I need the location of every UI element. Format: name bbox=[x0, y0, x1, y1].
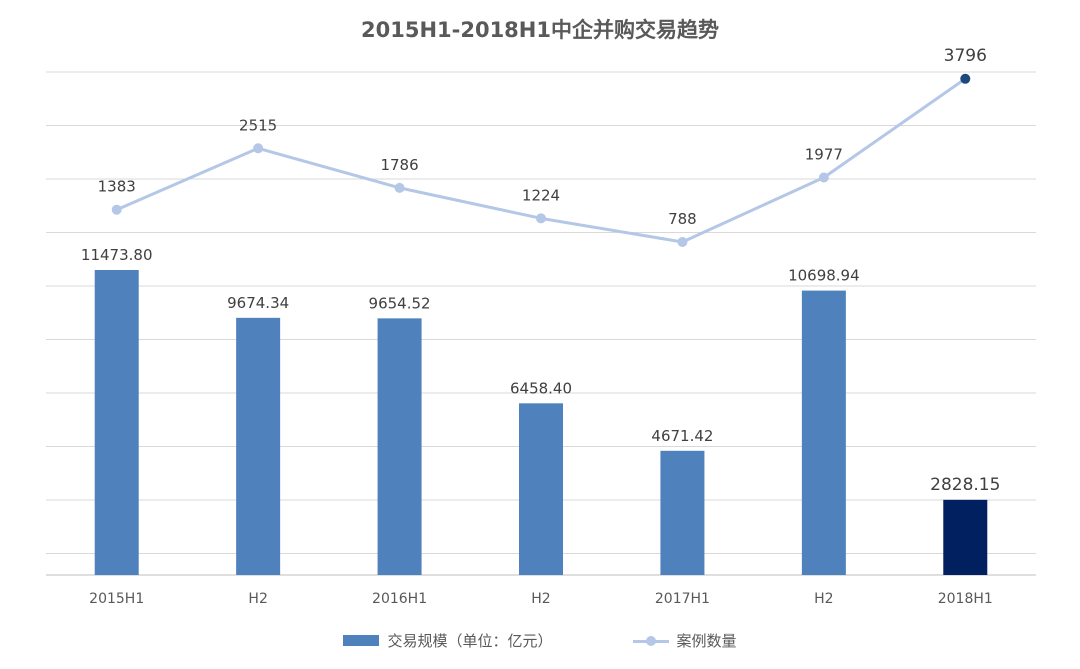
x-tick-label: 2017H1 bbox=[655, 591, 710, 607]
bar-value-label: 4671.42 bbox=[651, 427, 713, 445]
legend-bar-label: 交易规模（单位：亿元） bbox=[387, 632, 553, 650]
x-tick-label: H2 bbox=[248, 591, 267, 607]
bar bbox=[660, 450, 705, 575]
x-tick-label: 2018H1 bbox=[938, 591, 993, 607]
legend-line-label: 案例数量 bbox=[676, 632, 737, 650]
line-point bbox=[394, 182, 405, 193]
bar bbox=[519, 403, 563, 575]
chart-title: 2015H1-2018H1中企并购交易趋势 bbox=[361, 18, 719, 42]
line-point bbox=[818, 172, 829, 183]
line-value-label: 3796 bbox=[944, 46, 987, 66]
line-value-label: 1224 bbox=[522, 186, 560, 204]
line-value-label: 1383 bbox=[98, 178, 136, 196]
x-tick-label: 2016H1 bbox=[372, 591, 427, 607]
legend: 交易规模（单位：亿元） 案例数量 bbox=[0, 630, 1080, 651]
line-value-label: 1977 bbox=[805, 145, 843, 163]
x-tick-label: H2 bbox=[531, 591, 550, 607]
legend-item-line: 案例数量 bbox=[632, 630, 737, 651]
legend-line-swatch bbox=[632, 635, 669, 647]
x-tick-label: 2015H1 bbox=[89, 591, 144, 607]
bar-value-label: 9654.52 bbox=[369, 294, 431, 312]
line-point bbox=[111, 204, 122, 215]
line-point bbox=[253, 143, 264, 154]
bar bbox=[94, 270, 139, 575]
line-point bbox=[677, 237, 688, 247]
bar-value-label: 2828.15 bbox=[930, 475, 1000, 495]
bar bbox=[377, 318, 422, 575]
bar-value-label: 11473.80 bbox=[81, 246, 153, 264]
x-tick-label: H2 bbox=[814, 591, 833, 607]
line-value-label: 2515 bbox=[239, 116, 277, 134]
line-value-label: 788 bbox=[668, 210, 697, 228]
bar bbox=[943, 499, 988, 575]
bar bbox=[236, 317, 281, 575]
legend-bar-swatch bbox=[343, 635, 380, 646]
bar-value-label: 6458.40 bbox=[510, 379, 572, 397]
bar-value-label: 10698.94 bbox=[788, 267, 860, 285]
bar-value-label: 9674.34 bbox=[227, 294, 289, 312]
bar bbox=[801, 290, 846, 575]
line-point bbox=[536, 213, 546, 224]
line-point bbox=[960, 73, 971, 84]
legend-item-bars: 交易规模（单位：亿元） bbox=[343, 630, 553, 651]
line-value-label: 1786 bbox=[380, 156, 418, 174]
